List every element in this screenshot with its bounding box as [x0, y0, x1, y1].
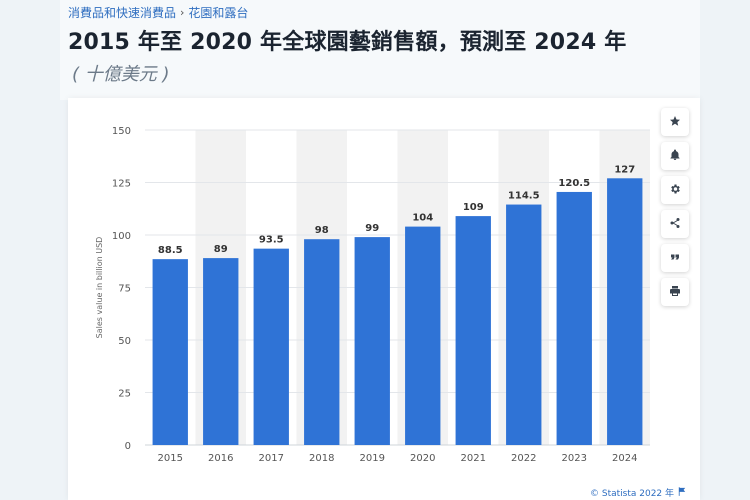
bar [203, 258, 239, 445]
quote-icon [669, 251, 681, 266]
breadcrumb-separator: › [180, 6, 185, 19]
bar [556, 191, 592, 445]
credit-text: © Statista 2022 年 [590, 489, 675, 499]
share-icon [669, 217, 681, 232]
bar [405, 226, 441, 445]
bar [253, 248, 289, 445]
x-tick-label: 2019 [360, 453, 385, 464]
x-tick-label: 2015 [158, 453, 183, 464]
bar [152, 259, 188, 445]
data-label: 89 [214, 244, 228, 255]
notification-button[interactable] [661, 142, 689, 170]
bar [354, 237, 390, 445]
y-tick-label: 100 [112, 231, 131, 242]
y-tick-label: 50 [118, 336, 131, 347]
bar [607, 178, 643, 446]
page-title: 2015 年至 2020 年全球園藝銷售額，預測至 2024 年 [68, 30, 627, 55]
header-background [60, 0, 700, 100]
x-tick-label: 2016 [208, 453, 233, 464]
y-tick-label: 125 [112, 179, 131, 190]
breadcrumb-item-consumer-goods[interactable]: 消費品和快速消費品 [68, 6, 177, 20]
data-label: 114.5 [508, 191, 540, 202]
x-tick-label: 2020 [410, 453, 435, 464]
data-label: 120.5 [558, 178, 590, 189]
bar [304, 239, 340, 445]
x-tick-label: 2022 [511, 453, 536, 464]
gear-icon [669, 183, 681, 198]
x-tick-label: 2021 [461, 453, 486, 464]
y-tick-label: 25 [118, 389, 131, 400]
flag-icon [678, 486, 686, 499]
star-icon [669, 115, 681, 130]
page-subtitle: ( 十億美元 ) [72, 64, 170, 85]
share-button[interactable] [661, 210, 689, 238]
data-label: 104 [412, 213, 433, 224]
y-tick-label: 75 [118, 284, 131, 295]
data-label: 88.5 [158, 245, 183, 256]
print-icon [669, 285, 681, 300]
data-label: 127 [614, 164, 635, 175]
bell-icon [669, 149, 681, 164]
chart-card: 0 25 50 75 100 125 150 88.5 2015 89 2016 93.5 2017 98… [68, 98, 700, 500]
statista-credit[interactable]: © Statista 2022 年 [590, 486, 686, 499]
bar-chart: 0 25 50 75 100 125 150 88.5 2015 89 2016 93.5 2017 98… [95, 126, 650, 464]
print-button[interactable] [661, 278, 689, 306]
cite-button[interactable] [661, 244, 689, 272]
y-tick-label: 0 [125, 441, 131, 452]
data-label: 109 [463, 202, 484, 213]
data-label: 93.5 [259, 235, 284, 246]
breadcrumb-item-garden[interactable]: 花園和露台 [188, 6, 249, 20]
settings-button[interactable] [661, 176, 689, 204]
x-tick-label: 2023 [562, 453, 587, 464]
bar [506, 204, 542, 445]
x-tick-label: 2018 [309, 453, 334, 464]
bar [455, 216, 491, 445]
breadcrumb: 消費品和快速消費品 › 花園和露台 [68, 4, 248, 21]
y-axis-label: Sales value in billion USD [95, 237, 104, 339]
x-tick-label: 2024 [612, 453, 637, 464]
data-label: 98 [315, 225, 329, 236]
data-label: 99 [365, 223, 379, 234]
y-tick-label: 150 [112, 126, 131, 137]
chart-toolbar [661, 108, 691, 306]
x-tick-label: 2017 [259, 453, 284, 464]
favorite-button[interactable] [661, 108, 689, 136]
